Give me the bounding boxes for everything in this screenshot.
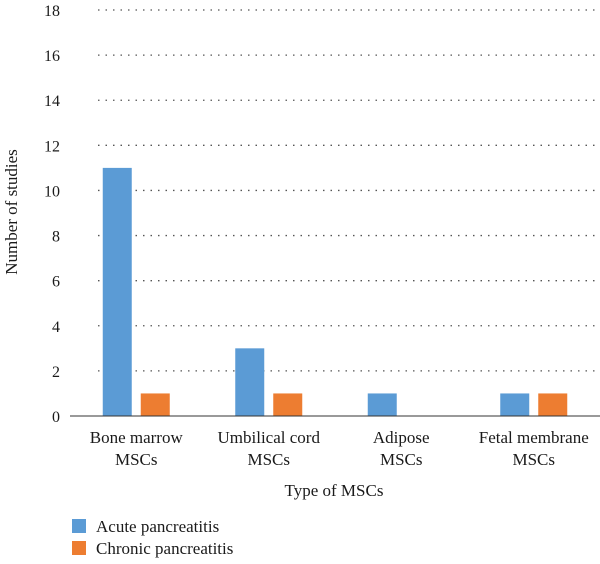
bar-chronic-1 bbox=[273, 393, 303, 416]
y-tick-label: 12 bbox=[44, 138, 60, 155]
legend: Acute pancreatitis Chronic pancreatitis bbox=[72, 517, 233, 558]
y-tick-label: 16 bbox=[44, 48, 60, 65]
bar-acute-1 bbox=[235, 348, 265, 416]
x-axis-title: Type of MSCs bbox=[285, 481, 384, 500]
y-axis-title: Number of studies bbox=[2, 149, 21, 275]
bar-acute-0 bbox=[102, 167, 132, 416]
legend-swatch-acute bbox=[72, 519, 86, 533]
bars bbox=[102, 167, 568, 416]
legend-label-acute: Acute pancreatitis bbox=[96, 517, 219, 536]
x-category-label: MSCs bbox=[247, 450, 290, 469]
bar-acute-2 bbox=[367, 393, 397, 416]
y-tick-label: 6 bbox=[52, 274, 60, 291]
legend-swatch-chronic bbox=[72, 541, 86, 555]
y-tick-label: 18 bbox=[44, 3, 60, 20]
y-tick-label: 8 bbox=[52, 229, 60, 246]
x-category-label: MSCs bbox=[115, 450, 158, 469]
y-tick-label: 10 bbox=[44, 183, 60, 200]
y-tick-label: 2 bbox=[52, 364, 60, 381]
x-category-label: Adipose bbox=[373, 428, 430, 447]
bar-chronic-0 bbox=[140, 393, 170, 416]
y-tick-label: 4 bbox=[52, 319, 60, 336]
y-axis-ticks: 0 2 4 6 8 10 12 14 16 18 bbox=[44, 3, 60, 426]
grid-lines bbox=[98, 9, 600, 372]
y-tick-label: 14 bbox=[44, 93, 60, 110]
bar-acute-3 bbox=[500, 393, 530, 416]
y-tick-label: 0 bbox=[52, 409, 60, 426]
x-category-label: Umbilical cord bbox=[218, 428, 321, 447]
x-category-label: MSCs bbox=[380, 450, 423, 469]
bar-chronic-3 bbox=[538, 393, 568, 416]
x-category-label: Bone marrow bbox=[90, 428, 184, 447]
x-category-label: Fetal membrane bbox=[479, 428, 589, 447]
x-axis-categories: Bone marrow MSCs Umbilical cord MSCs Adipose… bbox=[90, 428, 589, 469]
legend-label-chronic: Chronic pancreatitis bbox=[96, 539, 233, 558]
x-category-label: MSCs bbox=[512, 450, 555, 469]
